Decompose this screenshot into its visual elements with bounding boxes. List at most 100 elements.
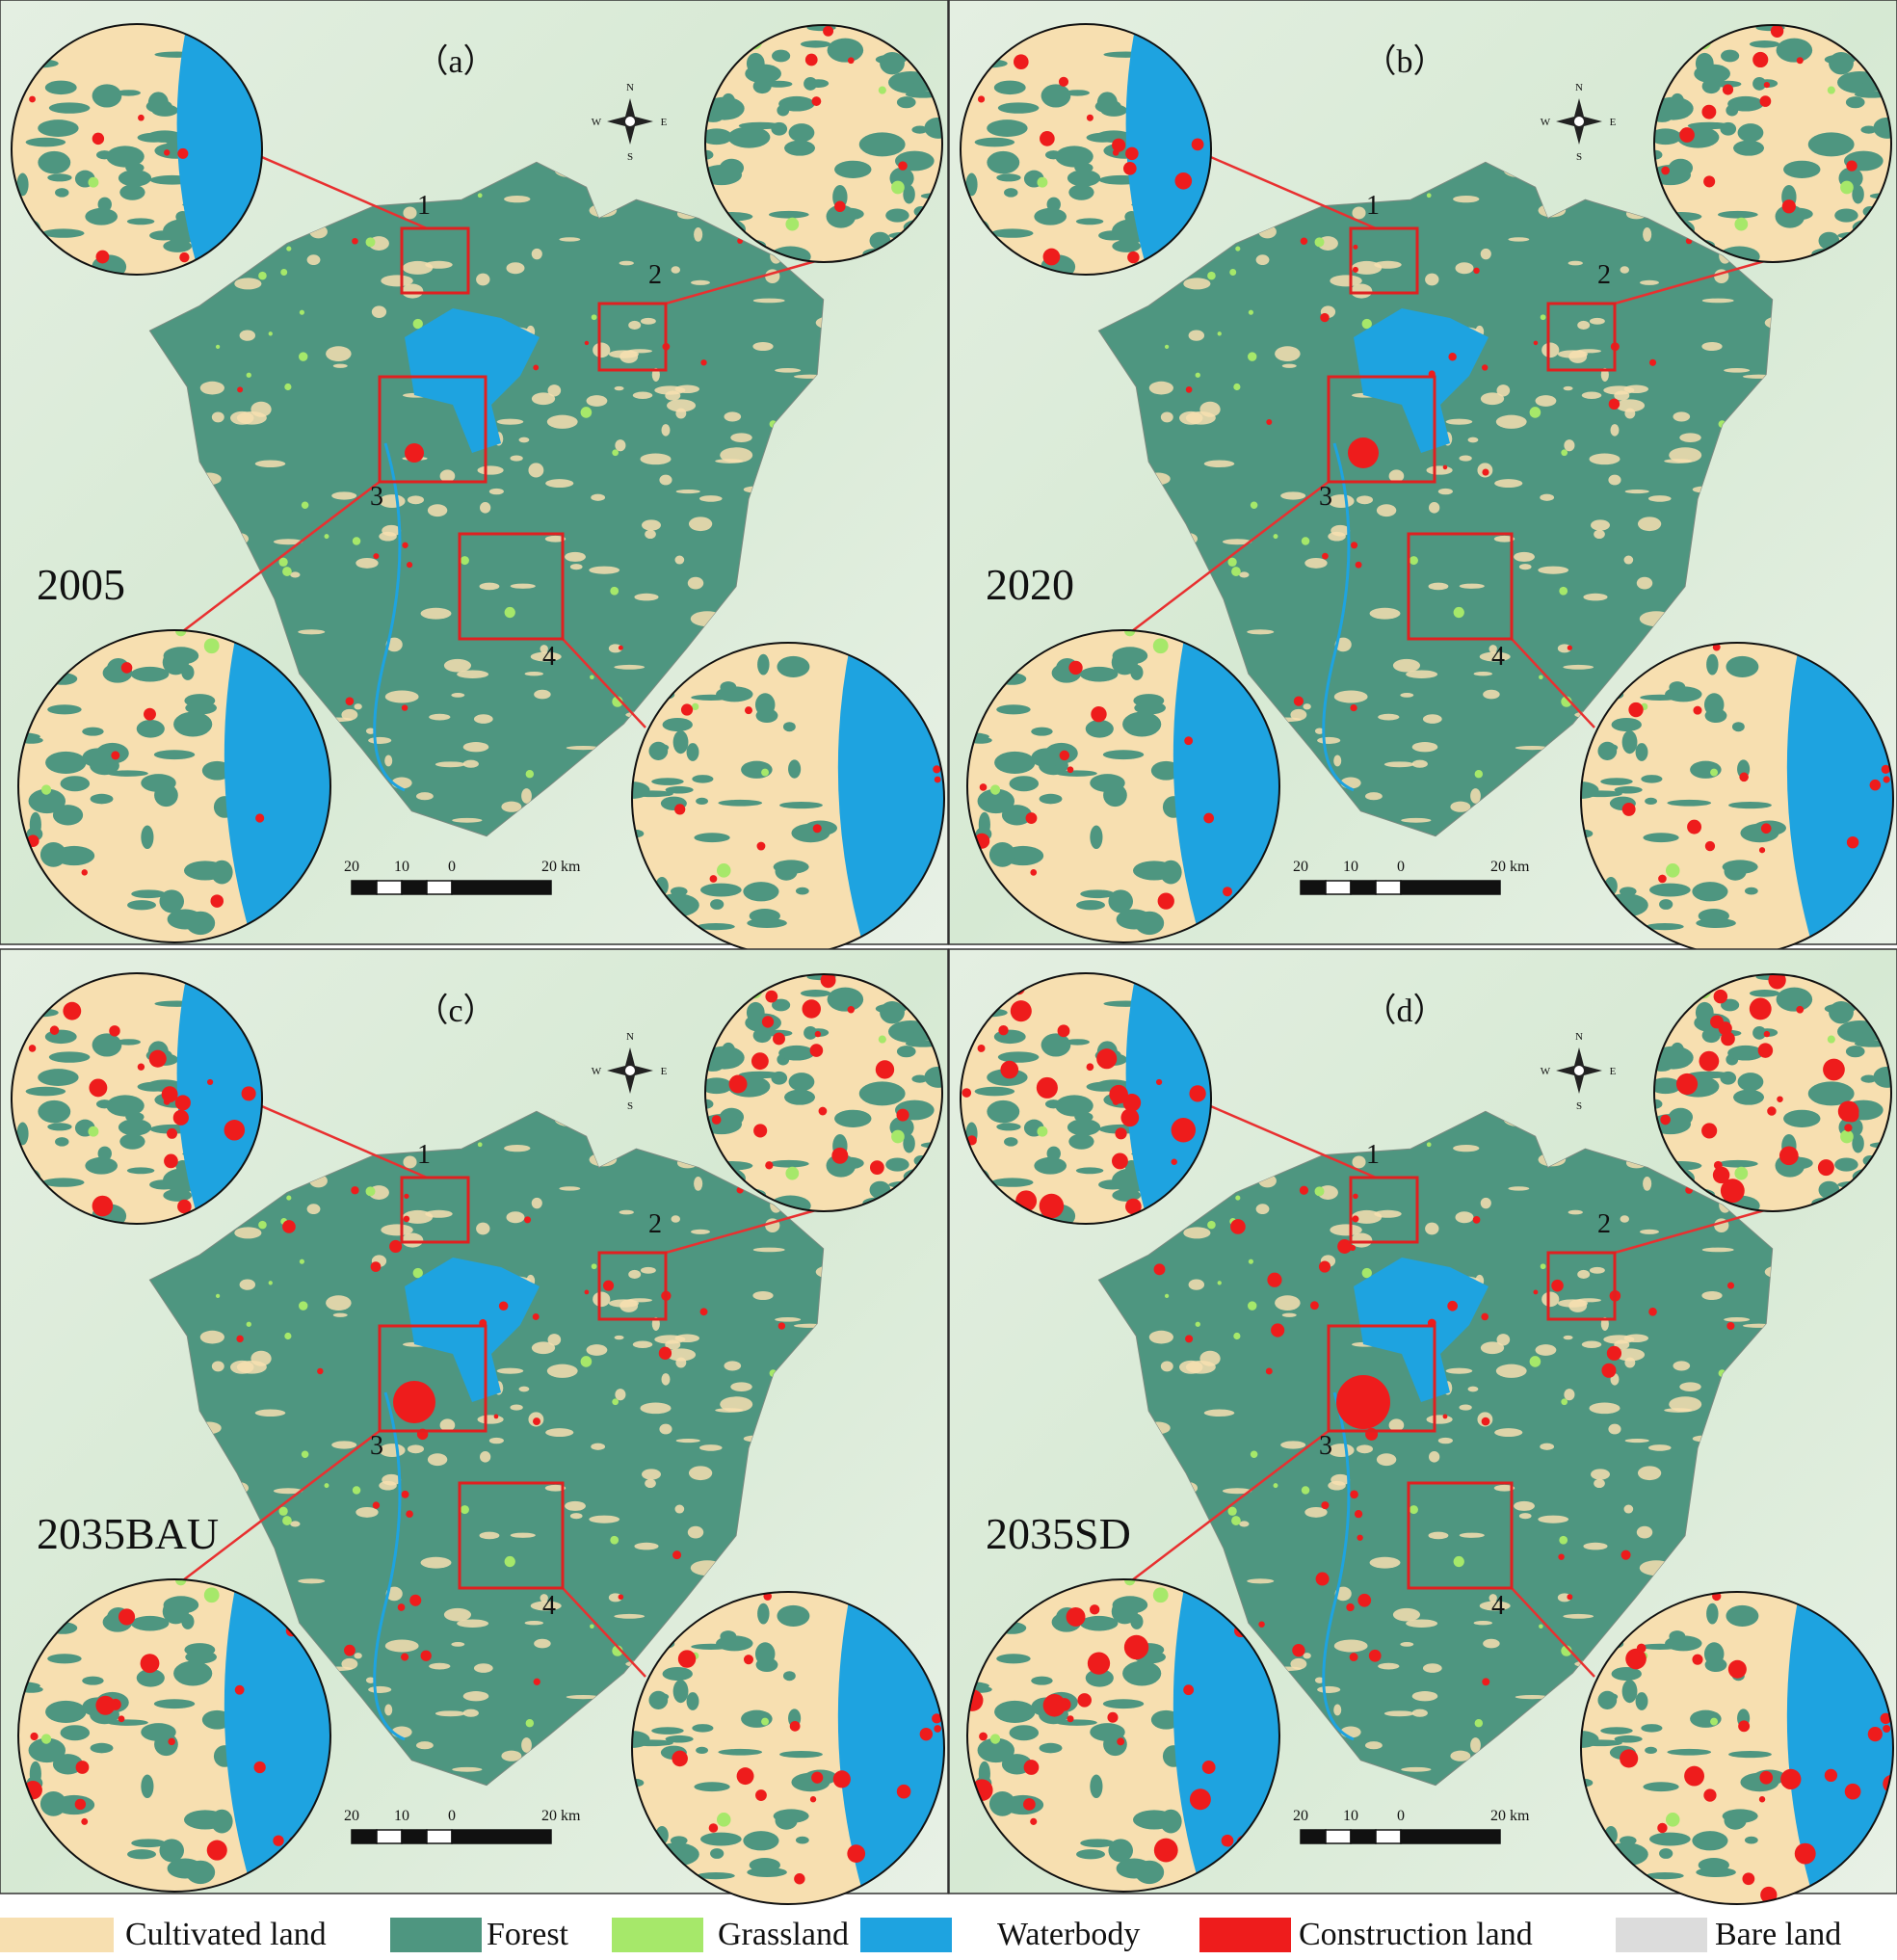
forest-patch <box>1749 40 1780 48</box>
forest-patch <box>118 170 152 187</box>
inset-texture <box>12 24 262 275</box>
forest-patch <box>1776 38 1813 63</box>
forest-patch <box>181 664 195 680</box>
forest-patch <box>107 1719 148 1726</box>
cultivated-patch <box>1535 1344 1557 1356</box>
river <box>1322 442 1355 792</box>
forest-patch <box>784 140 816 156</box>
cultivated-patch <box>1428 1531 1449 1540</box>
forest-patch <box>1080 1839 1115 1848</box>
cultivated-patch <box>1480 392 1505 406</box>
forest-patch <box>665 1735 694 1743</box>
grass-patch <box>878 1035 886 1044</box>
zoom-box <box>1327 375 1436 484</box>
forest-patch <box>924 1066 942 1088</box>
grass-patch <box>785 217 800 231</box>
legend-label: Bare land <box>1715 1917 1841 1952</box>
construction-patch <box>1322 552 1329 560</box>
cultivated-patch <box>1314 728 1325 734</box>
construction-patch <box>1174 172 1193 190</box>
grass-patch <box>412 1267 423 1279</box>
construction-patch <box>81 1817 89 1825</box>
construction-patch <box>1703 1788 1717 1802</box>
grass-patch <box>1361 1267 1372 1279</box>
cultivated-patch <box>457 670 489 678</box>
forest-patch <box>1698 1858 1729 1873</box>
cultivated-patch <box>462 1691 489 1702</box>
forest-patch <box>1031 1676 1053 1685</box>
cultivated-patch <box>1406 670 1438 678</box>
forest-patch <box>1602 744 1619 752</box>
construction-patch <box>1125 1198 1142 1215</box>
cultivated-patch <box>547 384 562 397</box>
forest-patch <box>804 77 818 91</box>
construction-patch <box>397 1603 406 1611</box>
cultivated-patch <box>290 571 301 578</box>
forest-patch <box>167 1858 203 1879</box>
construction-patch <box>1781 199 1796 214</box>
construction-patch <box>1636 1643 1647 1654</box>
construction-patch <box>144 707 156 721</box>
forest-patch <box>727 126 771 148</box>
forest-patch <box>116 1039 141 1046</box>
zoom-box <box>1349 1176 1419 1244</box>
grass-patch <box>525 769 535 779</box>
cultivated-patch <box>1589 317 1605 325</box>
grass-patch <box>878 86 886 94</box>
cultivated-patch <box>439 1418 456 1432</box>
cultivated-patch <box>1623 1334 1648 1343</box>
construction-patch <box>1057 1024 1070 1038</box>
forest-patch <box>672 730 689 755</box>
cultivated-patch <box>752 298 785 304</box>
forest-patch <box>749 1858 780 1873</box>
forest-patch <box>632 1739 673 1747</box>
grass-patch <box>460 556 469 566</box>
construction-patch <box>1442 1414 1448 1419</box>
construction-patch <box>1258 1621 1265 1628</box>
forest-patch <box>896 96 916 109</box>
cultivated-patch <box>674 555 685 565</box>
cultivated-patch <box>1459 583 1485 589</box>
inset-border <box>11 972 263 1225</box>
construction-patch <box>1023 1798 1036 1811</box>
cultivated-patch <box>354 1653 362 1659</box>
grass-patch <box>1037 1126 1048 1137</box>
scale-label: 0 <box>1397 859 1405 875</box>
forest-patch <box>697 1871 735 1880</box>
grass-patch <box>1233 1332 1241 1340</box>
forest-patch <box>1004 188 1018 198</box>
forest-patch <box>795 887 809 895</box>
construction-patch <box>92 132 105 146</box>
forest-patch <box>45 1700 87 1724</box>
cultivated-patch <box>354 703 362 710</box>
cultivated-patch <box>1290 1657 1307 1670</box>
forest-patch <box>185 701 217 715</box>
forest-patch <box>1134 701 1166 715</box>
forest-patch <box>974 137 1015 147</box>
grass-patch <box>1474 769 1484 779</box>
cultivated-patch <box>1275 1295 1301 1311</box>
grass-patch <box>365 1186 376 1197</box>
grass-patch <box>1361 318 1372 330</box>
forest-patch <box>41 228 85 238</box>
cultivated-patch <box>1581 1340 1602 1349</box>
forest-patch <box>1080 889 1115 899</box>
forest-patch <box>718 799 763 807</box>
forest-patch <box>746 52 765 74</box>
grass-patch <box>580 1356 593 1367</box>
inset-texture <box>705 974 942 1211</box>
cultivated-patch <box>1453 1144 1480 1152</box>
forest-patch <box>1085 719 1114 738</box>
grass-patch <box>460 1505 469 1515</box>
construction-patch <box>1780 1768 1802 1790</box>
cultivated-patch <box>1356 1444 1374 1454</box>
scale-segment <box>1400 1829 1501 1844</box>
cultivated-patch <box>1455 262 1474 275</box>
construction-patch <box>224 1119 246 1141</box>
cultivated-patch <box>331 1441 357 1449</box>
construction-patch <box>919 1727 934 1741</box>
cultivated-patch <box>1422 714 1442 724</box>
scale-label: 0 <box>448 1808 456 1824</box>
construction-patch <box>977 1044 986 1052</box>
panel-label: （c） <box>415 993 495 1029</box>
